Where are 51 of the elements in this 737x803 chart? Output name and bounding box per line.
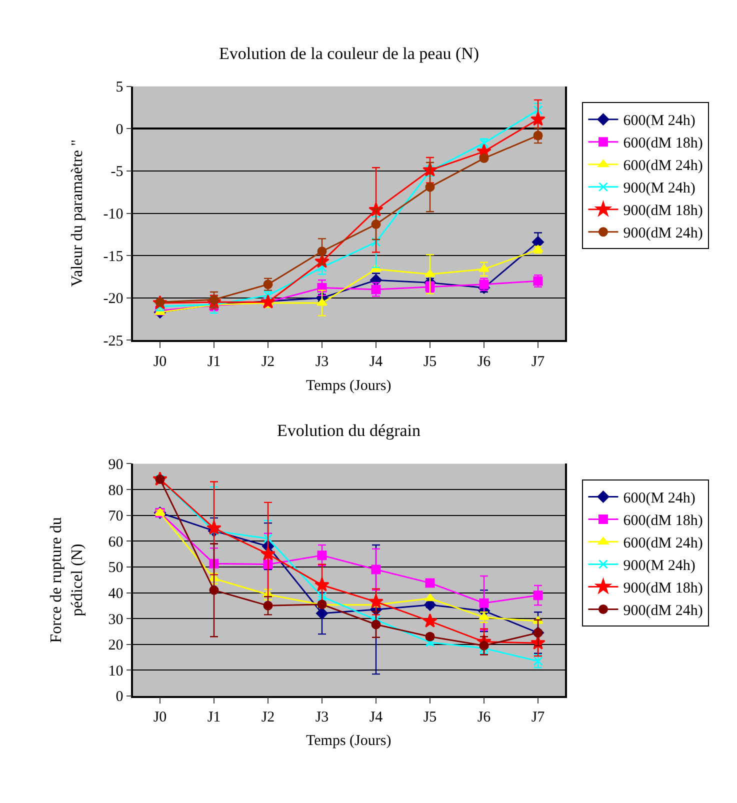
y-axis-title: Force de rupture du pédicel (N) (48, 517, 86, 643)
x-tick-label: J1 (207, 354, 221, 370)
legend-label: 600(dM 24h) (623, 536, 703, 552)
legend-label: 900(M 24h) (623, 558, 696, 574)
y-tick-label: 80 (108, 482, 124, 499)
x-axis-title: Temps (Jours) (306, 733, 392, 749)
x-tick-label: J0 (153, 710, 167, 726)
y-tick-label: 30 (108, 612, 124, 628)
legend-label: 900(dM 24h) (623, 603, 703, 620)
x-tick-label: J7 (531, 710, 546, 726)
y-tick-label: 50 (108, 560, 124, 576)
legend-label: 600(dM 18h) (623, 136, 703, 152)
x-tick-label: J3 (315, 354, 329, 370)
y-tick-label: -15 (103, 248, 124, 265)
chart-title: Evolution du dégrain (277, 421, 422, 440)
x-tick-label: J4 (369, 354, 384, 370)
y-tick-label: 10 (108, 663, 124, 680)
y-tick-label: 5 (116, 80, 124, 96)
x-tick-label: J4 (369, 710, 384, 726)
legend-label: 600(dM 18h) (623, 513, 703, 530)
legend-label: 900(dM 18h) (623, 580, 703, 597)
y-tick-label: 90 (108, 456, 124, 473)
x-tick-label: J5 (423, 710, 437, 726)
x-tick-label: J0 (153, 354, 167, 370)
y-tick-label: -10 (103, 206, 124, 223)
x-tick-label: J3 (315, 710, 329, 726)
x-tick-label: J2 (261, 710, 275, 726)
legend-label: 600(M 24h) (623, 490, 696, 507)
y-tick-label: 0 (116, 122, 124, 138)
legend-label: 900(M 24h) (623, 180, 696, 197)
x-tick-label: J2 (261, 354, 275, 370)
y-tick-label: 20 (108, 638, 124, 654)
y-tick-label: 70 (108, 508, 124, 525)
x-tick-label: J7 (531, 354, 546, 370)
legend-label: 900(dM 18h) (623, 203, 703, 220)
y-axis-title: Valeur du paramaètre " (69, 139, 86, 287)
y-tick-label: -25 (103, 333, 124, 350)
x-tick-label: J6 (477, 354, 492, 370)
y-tick-label: 40 (108, 586, 124, 602)
legend-label: 900(dM 24h) (623, 226, 703, 242)
y-tick-label: 0 (116, 689, 124, 706)
y-tick-label: 60 (108, 534, 124, 550)
x-tick-label: J6 (477, 710, 492, 726)
y-tick-label: -5 (110, 164, 124, 180)
chart-title: Evolution de la couleur de la peau (N) (219, 44, 480, 63)
legend-label: 600(dM 24h) (623, 158, 703, 174)
x-axis-title: Temps (Jours) (306, 378, 392, 394)
y-tick-label: -20 (103, 291, 124, 308)
x-tick-label: J5 (423, 354, 437, 370)
x-tick-label: J1 (207, 710, 221, 726)
legend-label: 600(M 24h) (623, 113, 696, 130)
